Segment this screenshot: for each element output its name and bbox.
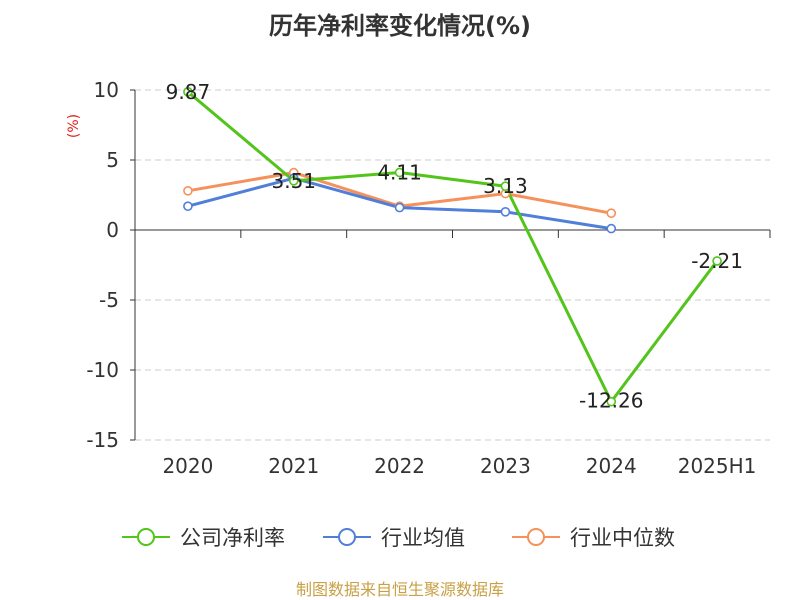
data-label: 3.13 [483, 174, 528, 198]
data-label: -2.21 [691, 249, 743, 273]
legend-label: 公司净利率 [180, 526, 285, 550]
data-point [606, 396, 617, 407]
y-tick-label: 0 [106, 218, 119, 242]
legend-label: 行业中位数 [570, 526, 675, 550]
y-tick-labels: 10 5 0 -5 -10 -15 [86, 78, 119, 452]
y-tick-label: -15 [86, 428, 119, 452]
data-point [183, 201, 193, 211]
series-lines [186, 90, 719, 404]
data-point [500, 181, 511, 191]
axes [130, 89, 771, 441]
x-tick-label: 2024 [586, 454, 637, 478]
y-axis-label: (%) [66, 114, 82, 138]
legend-marker [137, 528, 155, 546]
y-tick-label: 10 [94, 78, 119, 102]
gridlines [135, 89, 770, 441]
x-tick-label: 2023 [480, 454, 531, 478]
legend-item[interactable]: 公司净利率 [122, 526, 285, 550]
data-point [183, 87, 193, 97]
data-labels: 9.87 3.51 4.11 3.13 -12.26 -2.21 [166, 80, 743, 413]
legend-item[interactable]: 行业均值 [323, 526, 465, 550]
legend-marker [338, 528, 356, 546]
x-tick-label: 2020 [162, 454, 213, 478]
chart-title: 历年净利率变化情况(%) [269, 12, 531, 40]
data-point [394, 167, 405, 178]
data-label: 9.87 [166, 80, 211, 104]
x-tick-label: 2021 [268, 454, 319, 478]
legend-marker [527, 528, 545, 546]
data-label: 3.51 [271, 169, 316, 193]
x-tick-label: 2025H1 [678, 454, 757, 478]
data-point [606, 223, 617, 234]
legend[interactable]: 公司净利率 行业均值 行业中位数 [122, 526, 675, 550]
x-tick-labels: 2020 2021 2022 2023 2024 2025H1 [162, 454, 756, 478]
y-tick-label: -10 [86, 358, 119, 382]
data-point [712, 256, 722, 266]
data-label: 4.11 [377, 160, 422, 184]
series-line [186, 90, 719, 404]
series-points [183, 87, 722, 407]
data-point [394, 202, 405, 213]
y-tick-label: 5 [106, 148, 119, 172]
data-label: -12.26 [579, 389, 643, 413]
y-tick-label: -5 [99, 288, 119, 312]
x-tick-label: 2022 [374, 454, 425, 478]
legend-label: 行业均值 [381, 526, 465, 550]
data-point [288, 176, 299, 186]
data-point [500, 207, 511, 217]
data-point [183, 186, 193, 196]
data-point [606, 208, 617, 218]
legend-item[interactable]: 行业中位数 [512, 526, 675, 550]
source-note: 制图数据来自恒生聚源数据库 [296, 580, 504, 599]
